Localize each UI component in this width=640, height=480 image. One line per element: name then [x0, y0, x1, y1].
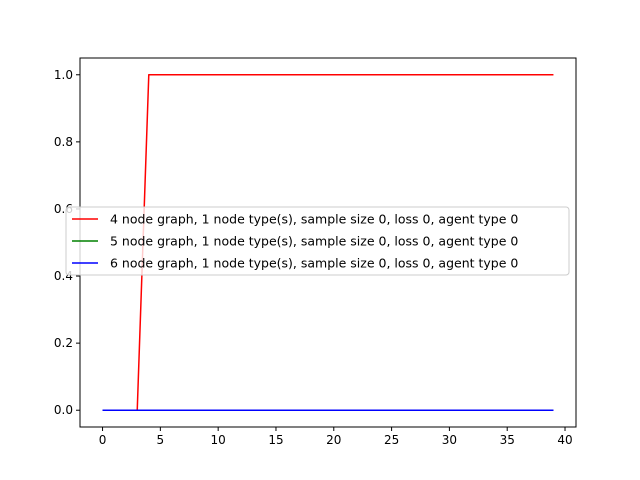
x-tick-label: 30: [442, 433, 457, 447]
legend-label-2: 5 node graph, 1 node type(s), sample siz…: [110, 234, 518, 249]
x-tick-label: 35: [500, 433, 515, 447]
x-tick-label: 15: [268, 433, 283, 447]
legend-label-1: 4 node graph, 1 node type(s), sample siz…: [110, 212, 518, 227]
x-tick-label: 25: [384, 433, 399, 447]
x-tick-label: 40: [557, 433, 572, 447]
y-tick-label: 0.2: [54, 336, 73, 350]
y-tick-label: 0.8: [54, 135, 73, 149]
y-axis-ticks: 0.00.20.40.60.81.0: [54, 68, 80, 417]
legend-box: [65, 206, 570, 276]
legend: 4 node graph, 1 node type(s), sample siz…: [65, 206, 570, 276]
x-tick-label: 10: [211, 433, 226, 447]
legend-label-3: 6 node graph, 1 node type(s), sample siz…: [110, 256, 518, 271]
x-tick-label: 20: [326, 433, 341, 447]
y-tick-label: 1.0: [54, 68, 73, 82]
x-tick-label: 0: [99, 433, 107, 447]
x-tick-label: 5: [157, 433, 165, 447]
x-axis-ticks: 0 5 10 15 20 25 30 35 40: [99, 427, 573, 447]
y-tick-label: 0.0: [54, 403, 73, 417]
